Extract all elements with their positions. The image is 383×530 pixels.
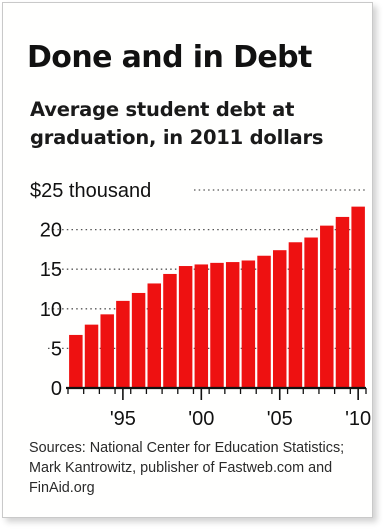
y-tick-label: 15 (40, 259, 62, 281)
x-axis-ticks: '95 '00 '05 '10 (67, 388, 371, 430)
bar-2005 (272, 250, 287, 388)
bar-1998 (163, 273, 177, 388)
x-tick-label: '00 (188, 408, 214, 430)
bar-2003 (241, 260, 256, 388)
bar-1999 (178, 266, 193, 388)
bar-2000 (194, 264, 209, 388)
bar-2002 (225, 262, 240, 388)
chart-subtitle: Average student debt at graduation, in 2… (30, 98, 324, 149)
y-tick-label: $25 thousand (30, 180, 151, 202)
bar-1997 (147, 283, 162, 388)
bar-1992 (69, 334, 83, 388)
y-tick-label: 5 (51, 338, 62, 360)
bars (69, 206, 365, 388)
bar-1993 (84, 324, 99, 388)
bar-2006 (288, 242, 303, 388)
bar-2010 (351, 206, 365, 388)
y-axis-tick-labels: $25 thousand 20 15 10 5 0 (30, 180, 151, 400)
source-note: Sources: National Center for Education S… (29, 440, 345, 496)
bar-2008 (320, 225, 334, 388)
bar-2009 (335, 216, 350, 388)
y-tick-label: 0 (51, 378, 62, 400)
chart-title: Done and in Debt (27, 40, 312, 75)
bar-chart: $25 thousand 20 15 10 5 0 '95 '00 '05 '10 (30, 180, 371, 430)
x-tick-label: '05 (267, 408, 293, 430)
bar-2001 (210, 262, 224, 388)
bar-2007 (304, 237, 318, 388)
bar-1994 (100, 314, 114, 388)
x-tick-label: '95 (110, 408, 136, 430)
bar-2004 (257, 255, 271, 388)
bar-1996 (131, 292, 146, 388)
y-tick-label: 20 (40, 220, 62, 242)
bar-1995 (116, 300, 130, 388)
y-tick-label: 10 (40, 299, 62, 321)
x-tick-label: '10 (345, 408, 371, 430)
